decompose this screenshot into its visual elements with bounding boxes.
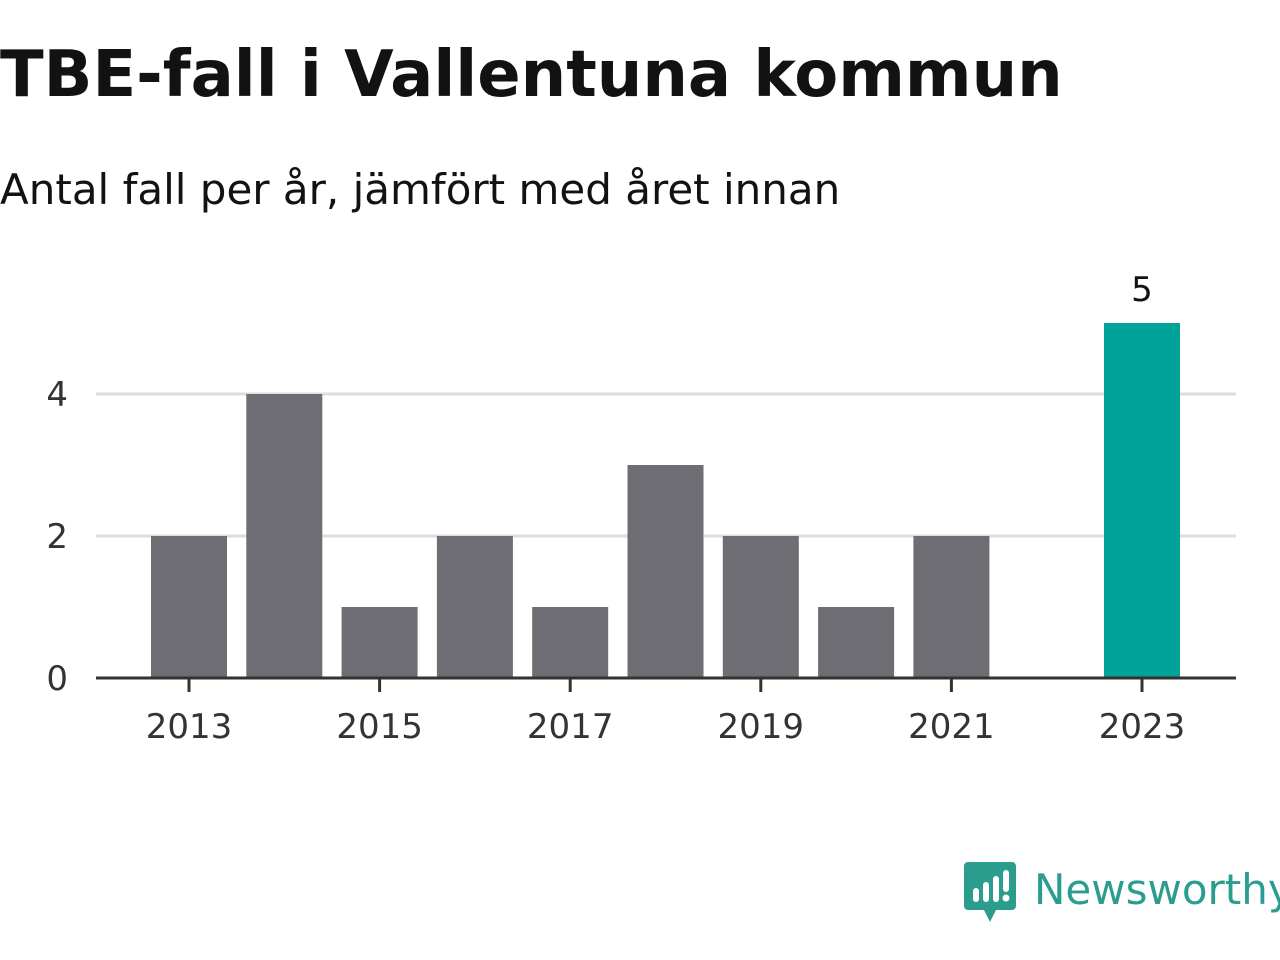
x-tick-label: 2015 xyxy=(336,707,423,747)
bar-2023 xyxy=(1104,323,1180,678)
y-tick-label: 2 xyxy=(46,517,68,557)
newsworthy-logo-icon xyxy=(964,862,1016,922)
chart-title: TBE-fall i Vallentuna kommun xyxy=(0,38,1063,112)
bar-2013 xyxy=(151,536,227,678)
data-label-2023: 5 xyxy=(1131,270,1153,310)
x-tick-label: 2013 xyxy=(146,707,233,747)
y-tick-label: 4 xyxy=(46,375,68,415)
bar-2018 xyxy=(627,465,704,678)
bar-2019 xyxy=(722,536,799,678)
x-tick-label: 2023 xyxy=(1099,707,1186,747)
bar-2015 xyxy=(341,607,418,678)
chart-subtitle: Antal fall per år, jämfört med året inna… xyxy=(0,165,841,214)
bars xyxy=(151,323,1180,678)
bar-2021 xyxy=(913,536,990,678)
x-tick-label: 2019 xyxy=(718,707,805,747)
bar-2020 xyxy=(818,607,895,678)
x-tick-label: 2017 xyxy=(527,707,614,747)
brand-name: Newsworthy xyxy=(1034,865,1280,914)
bar-2016 xyxy=(436,536,513,678)
bar-2014 xyxy=(246,394,323,678)
bar-2017 xyxy=(532,607,609,678)
x-tick-label: 2021 xyxy=(908,707,995,747)
labels: 0 2 4 2013 2015 2017 2019 2021 2023 5 xyxy=(46,270,1185,747)
brand-logo: Newsworthy xyxy=(964,862,1280,926)
y-tick-label: 0 xyxy=(46,659,68,699)
x-axis xyxy=(96,676,1236,692)
